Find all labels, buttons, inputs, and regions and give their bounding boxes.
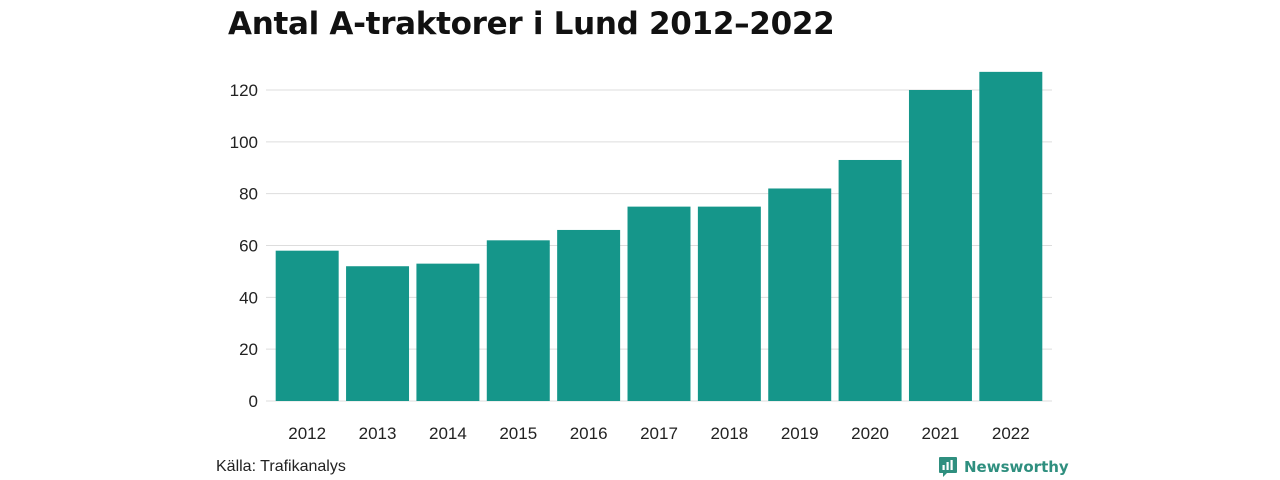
y-tick-label: 20: [239, 340, 258, 359]
x-tick-label: 2017: [640, 424, 678, 443]
x-tick-label: 2016: [570, 424, 608, 443]
y-tick-label: 100: [230, 133, 258, 152]
x-tick-label: 2018: [710, 424, 748, 443]
y-tick-label: 40: [239, 288, 258, 307]
y-tick-label: 120: [230, 81, 258, 100]
y-axis-tick-labels: 0 20 40 60 80 100 120: [230, 81, 258, 411]
bars: [275, 71, 1043, 401]
bar-2015: [486, 240, 550, 401]
bar-2020: [838, 159, 902, 401]
x-tick-label: 2022: [992, 424, 1030, 443]
y-tick-label: 60: [239, 237, 258, 256]
source-note: Källa: Trafikanalys: [216, 458, 346, 475]
x-axis-tick-labels: 2012 2013 2014 2015 2016 2017 2018 2019 2020 2021…: [288, 424, 1029, 443]
x-tick-label: 2013: [359, 424, 397, 443]
bar-2012: [275, 250, 339, 401]
y-tick-label: 0: [249, 392, 258, 411]
brand-name: Newsworthy: [964, 458, 1069, 476]
bar-2014: [416, 263, 480, 401]
bar-2017: [627, 206, 691, 401]
chart-title: Antal A-traktorer i Lund 2012–2022: [228, 6, 835, 42]
brand-logo: Newsworthy: [938, 456, 1069, 478]
y-tick-label: 80: [239, 185, 258, 204]
bar-2016: [557, 229, 621, 401]
x-tick-label: 2020: [851, 424, 889, 443]
bar-2022: [979, 71, 1043, 401]
bar-2013: [346, 266, 410, 401]
x-tick-label: 2021: [922, 424, 960, 443]
bar-2018: [697, 206, 761, 401]
x-tick-label: 2012: [288, 424, 326, 443]
x-tick-label: 2014: [429, 424, 467, 443]
x-tick-label: 2015: [499, 424, 537, 443]
bar-2021: [908, 90, 972, 401]
x-tick-label: 2019: [781, 424, 819, 443]
bar-2019: [768, 188, 832, 401]
newsworthy-logo-icon: [939, 457, 957, 477]
